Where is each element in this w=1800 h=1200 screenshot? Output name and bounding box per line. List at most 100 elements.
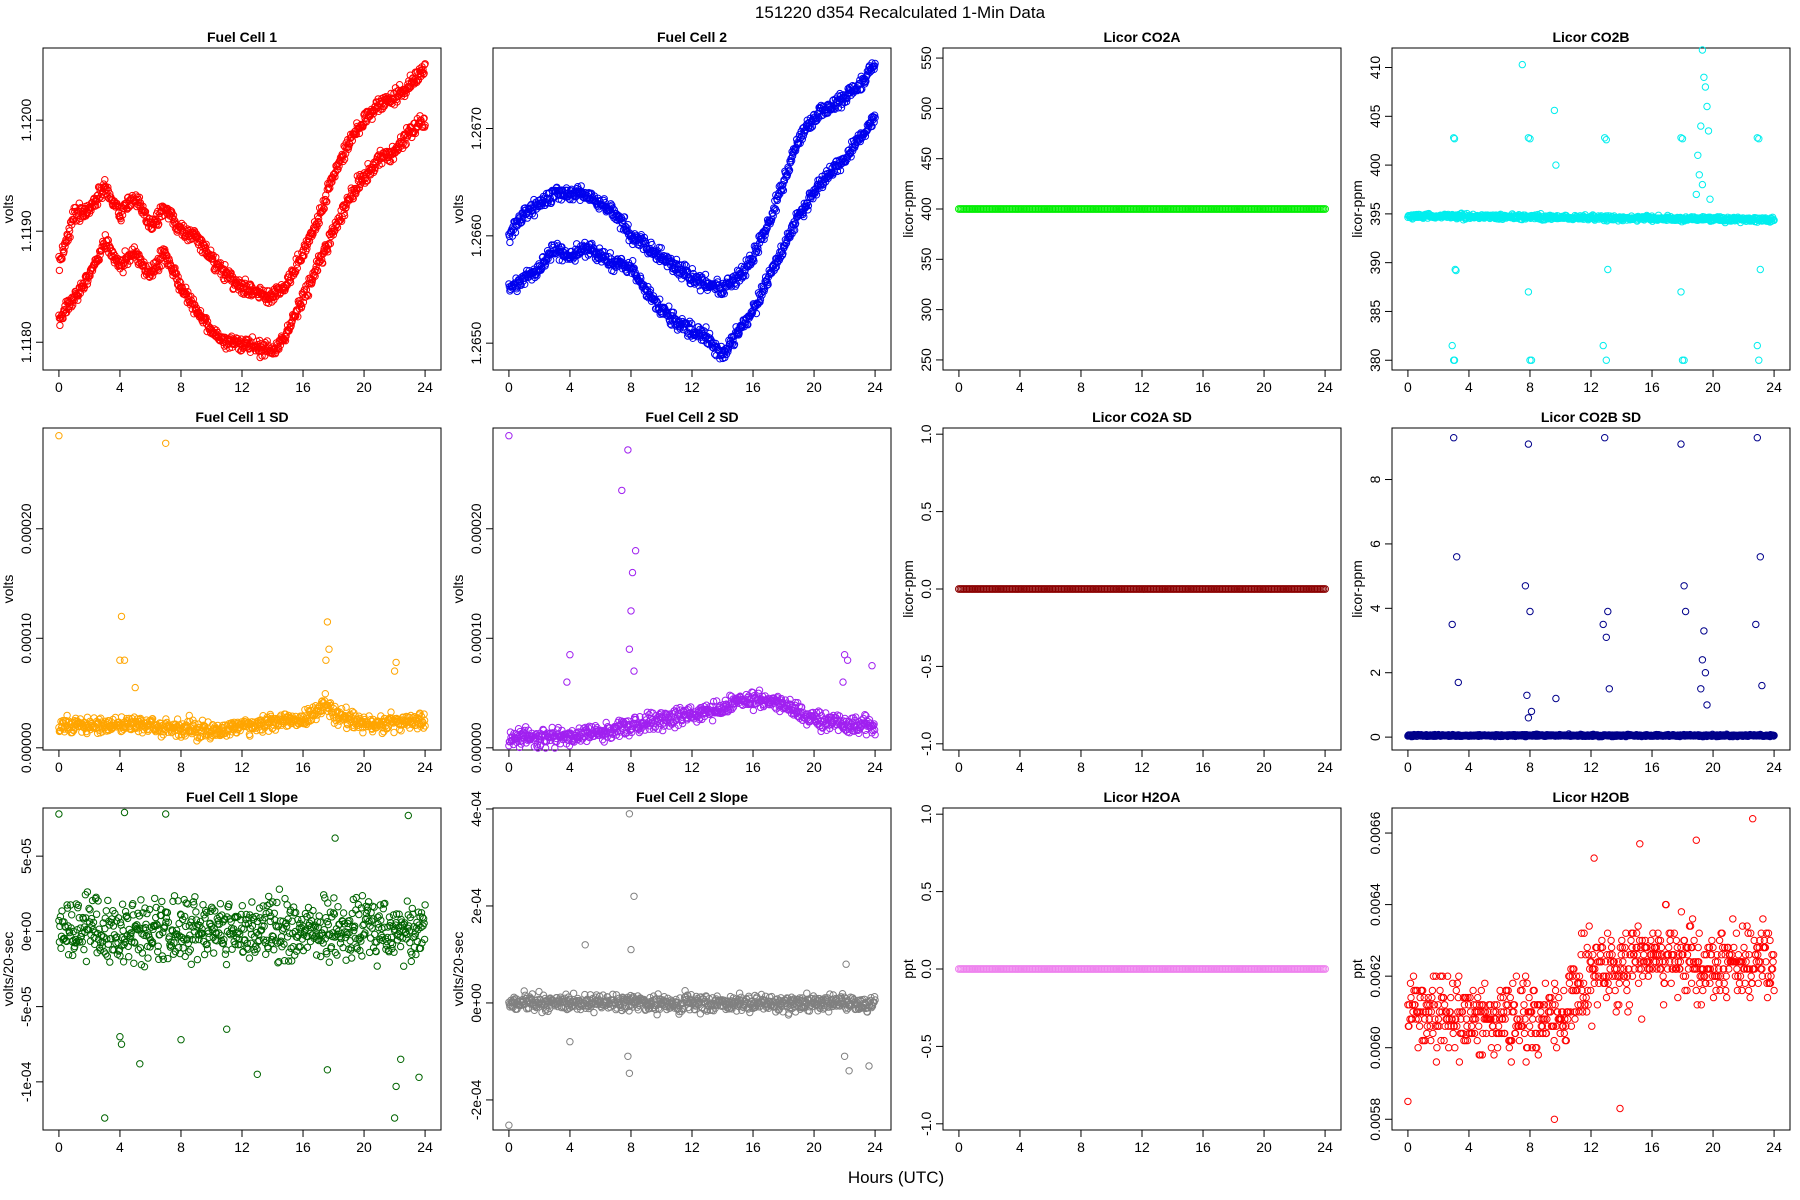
data-point [252,342,261,350]
figure-title: 151220 d354 Recalculated 1-Min Data [755,3,1046,22]
data-point [131,683,139,692]
data-point [119,268,127,277]
x-tick-label: 8 [1526,379,1534,395]
x-tick-label: 4 [566,759,574,775]
y-tick-label: 250 [918,348,934,372]
data-point [69,301,77,309]
data-point [61,243,69,251]
data-point [1700,73,1708,82]
y-tick-label: 400 [1367,153,1383,177]
data-point [340,155,349,164]
data-point [95,256,103,264]
series-points [55,60,429,362]
x-tick-label: 24 [1317,379,1333,395]
x-tick-label: 12 [684,759,700,775]
panel-fc1sd: Fuel Cell 1 SD0 4 8 12 16 20 240.000000.000100… [0,409,442,775]
data-point [244,335,253,344]
y-tick-label: 1.1200 [18,99,34,142]
data-point [315,219,323,227]
data-point [268,298,276,306]
data-point [1518,60,1527,69]
data-point [1526,356,1534,364]
y-axis-label: licor-ppm [1349,180,1365,238]
data-point [247,281,255,290]
data-point [1677,288,1685,296]
data-point [221,261,229,269]
data-point [418,68,427,77]
data-point [314,214,323,223]
y-axis-label: volts [450,195,466,224]
data-point [1599,341,1607,350]
data-point [1706,195,1714,203]
data-point [1701,83,1710,91]
plot-frame [492,427,892,751]
data-point [170,215,178,224]
data-point [248,333,257,341]
data-point [320,205,328,213]
y-tick-label: 400 [918,197,934,221]
data-point [1552,161,1560,169]
data-point [323,197,331,206]
y-axis-label: licor-ppm [900,180,916,238]
data-point [151,215,159,223]
x-tick-label: 8 [177,379,185,395]
x-tick-label: 12 [234,759,250,775]
data-point [294,313,302,321]
data-point [390,667,399,675]
y-tick-label: 500 [918,96,934,120]
x-tick-label: 20 [356,759,372,775]
x-tick-label: 8 [177,759,185,775]
data-point [120,656,129,664]
y-tick-label: 1.1190 [18,210,34,252]
data-point [55,266,64,275]
data-point [95,194,103,203]
data-point [392,658,400,667]
data-point [1527,356,1536,364]
y-tick-label: 385 [1367,300,1383,324]
data-point [1755,356,1763,364]
data-point [402,85,410,93]
data-point [1695,171,1704,179]
data-point [1753,341,1762,350]
x-tick-label: 16 [1644,379,1660,395]
x-tick-label: 4 [1016,379,1024,395]
x-tick-label: 20 [806,379,822,395]
x-axis: 0 4 8 12 16 20 24 [505,750,883,775]
x-tick-label: 24 [417,379,433,395]
data-point [319,206,327,214]
x-tick-label: 12 [1134,379,1150,395]
data-point [300,252,308,260]
data-point [352,130,360,139]
data-point [421,60,429,68]
x-tick-label: 4 [1465,379,1473,395]
y-tick-label: 390 [1367,251,1383,275]
data-point [176,279,185,287]
x-axis: 0 4 8 12 16 20 24 [955,370,1333,395]
data-point [62,238,71,247]
y-axis: 1.1180 1.1190 1.1200 [18,99,43,363]
x-tick-label: 0 [55,379,63,395]
x-tick-label: 24 [1766,379,1782,395]
y-tick-label: 1.1180 [18,321,34,363]
panel-fc2sd: Fuel Cell 2 SD0 4 8 12 16 20 240.000000.000100… [450,409,892,775]
series-points [505,432,879,752]
data-point [292,268,300,276]
data-point [128,245,137,254]
x-tick-label: 20 [1705,379,1721,395]
y-tick-label: 1.2650 [468,322,484,365]
panel-title: Fuel Cell 1 SD [195,409,288,425]
data-point [96,251,104,259]
data-point [321,690,329,698]
data-point [1756,265,1765,274]
x-tick-label: 12 [1583,379,1599,395]
data-point [214,328,222,337]
data-point [104,236,113,245]
data-point [87,206,95,215]
y-axis-label: volts [0,575,16,604]
data-point [55,432,63,440]
data-point [298,302,306,310]
data-point [1448,341,1456,350]
y-tick-label: 550 [918,46,934,70]
data-point [327,179,335,187]
